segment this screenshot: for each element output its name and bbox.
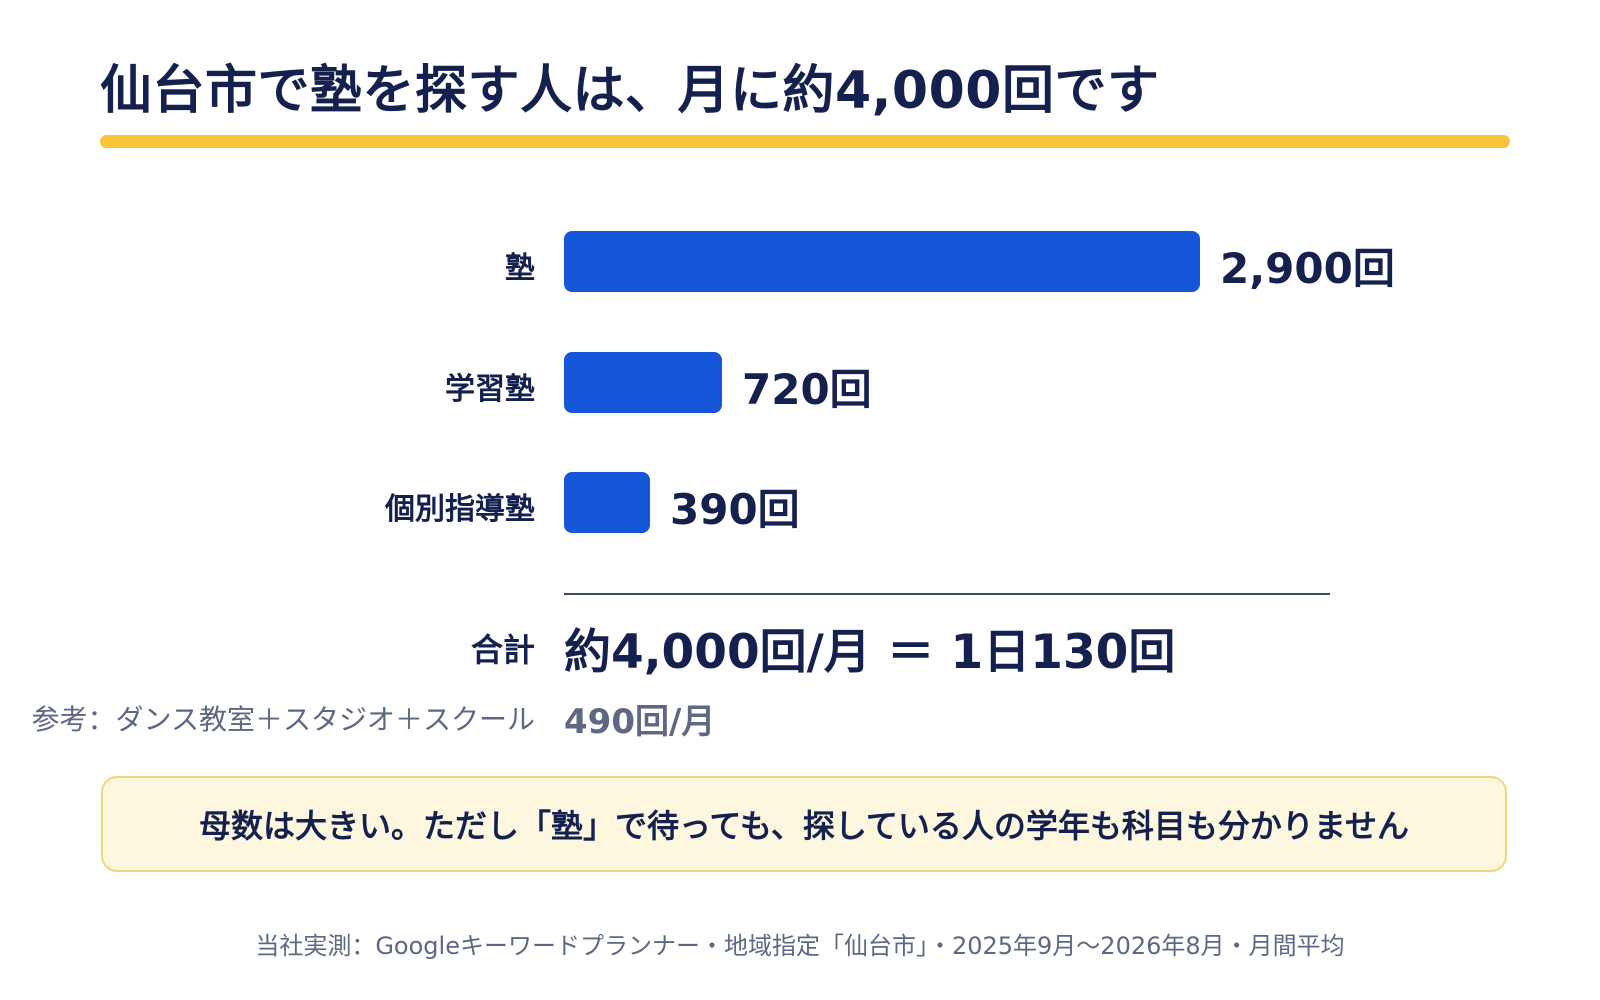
reference-label: 参考：ダンス教室＋スタジオ＋スクール — [31, 703, 535, 736]
callout-box: 母数は大きい。ただし「塾」で待っても、探している人の学年も科目も分かりません — [101, 776, 1507, 872]
bar — [564, 352, 722, 413]
bar-value-label: 2,900回 — [1220, 244, 1395, 293]
bar-category-label: 学習塾 — [445, 372, 535, 407]
total-label: 合計 — [470, 631, 535, 669]
total-divider — [564, 593, 1330, 595]
bar-value-label: 390回 — [670, 485, 800, 534]
total-value: 約4,000回/月 ＝ 1日130回 — [564, 625, 1176, 680]
bar — [564, 231, 1200, 292]
bar — [564, 472, 650, 533]
source-footnote: 当社実測：Googleキーワードプランナー・地域指定「仙台市」・2025年9月〜… — [255, 932, 1345, 960]
title-underline — [100, 135, 1510, 148]
bar-category-label: 塾 — [505, 251, 535, 286]
reference-value: 490回/月 — [564, 702, 716, 742]
bar-category-label: 個別指導塾 — [385, 492, 535, 527]
callout-text: 母数は大きい。ただし「塾」で待っても、探している人の学年も科目も分かりません — [199, 807, 1409, 845]
bar-value-label: 720回 — [742, 365, 872, 414]
page-title: 仙台市で塾を探す人は、月に約4,000回です — [100, 61, 1160, 121]
